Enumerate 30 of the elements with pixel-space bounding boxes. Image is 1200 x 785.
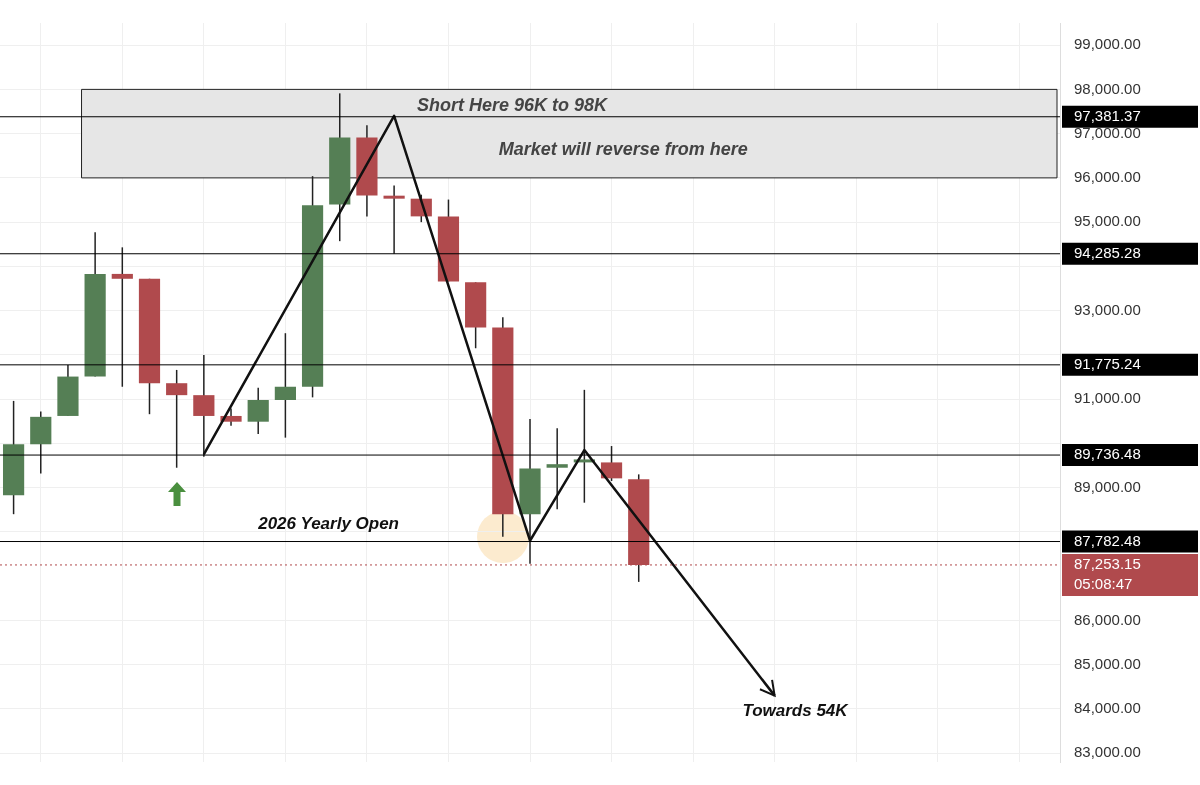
y-tick-label: 84,000.00 xyxy=(1074,699,1141,717)
candlestick xyxy=(247,386,269,435)
candlestick xyxy=(111,246,133,388)
annotation: Towards 54K xyxy=(742,701,850,721)
y-tick-label: 97,000.00 xyxy=(1074,123,1141,141)
candlestick xyxy=(166,369,188,469)
annotation: 2026 Yearly Open xyxy=(257,514,400,534)
annotation: Market will reverse from here xyxy=(498,139,748,160)
y-tick-label: 93,000.00 xyxy=(1074,300,1141,318)
y-tick-label: 85,000.00 xyxy=(1074,654,1141,672)
y-tick-label: 86,000.00 xyxy=(1074,610,1141,628)
candlestick xyxy=(193,354,215,458)
candlestick xyxy=(383,184,405,255)
band-label: Short Here 96K to 98K xyxy=(416,95,609,116)
y-tick-label: 98,000.00 xyxy=(1074,79,1141,97)
y-tick-label: 95,000.00 xyxy=(1074,212,1141,230)
candlestick xyxy=(546,427,568,511)
ref-line-label: 87,253.15 05:08:47 xyxy=(1074,555,1141,593)
ref-line-label: 89,736.48 xyxy=(1074,445,1141,463)
y-tick-label: 96,000.00 xyxy=(1074,168,1141,186)
y-tick-label: 83,000.00 xyxy=(1074,743,1141,761)
ref-line-label: 91,775.24 xyxy=(1074,354,1141,372)
candlestick xyxy=(274,332,296,439)
candlestick xyxy=(600,445,623,482)
ref-line-label: 94,285.28 xyxy=(1074,243,1141,261)
ref-line-label: 97,381.37 xyxy=(1074,106,1141,124)
y-tick-label: 91,000.00 xyxy=(1074,389,1141,407)
ref-line-label: 87,782.48 xyxy=(1074,531,1141,549)
y-tick-label: 89,000.00 xyxy=(1074,477,1141,495)
y-tick-label: 99,000.00 xyxy=(1074,35,1141,53)
